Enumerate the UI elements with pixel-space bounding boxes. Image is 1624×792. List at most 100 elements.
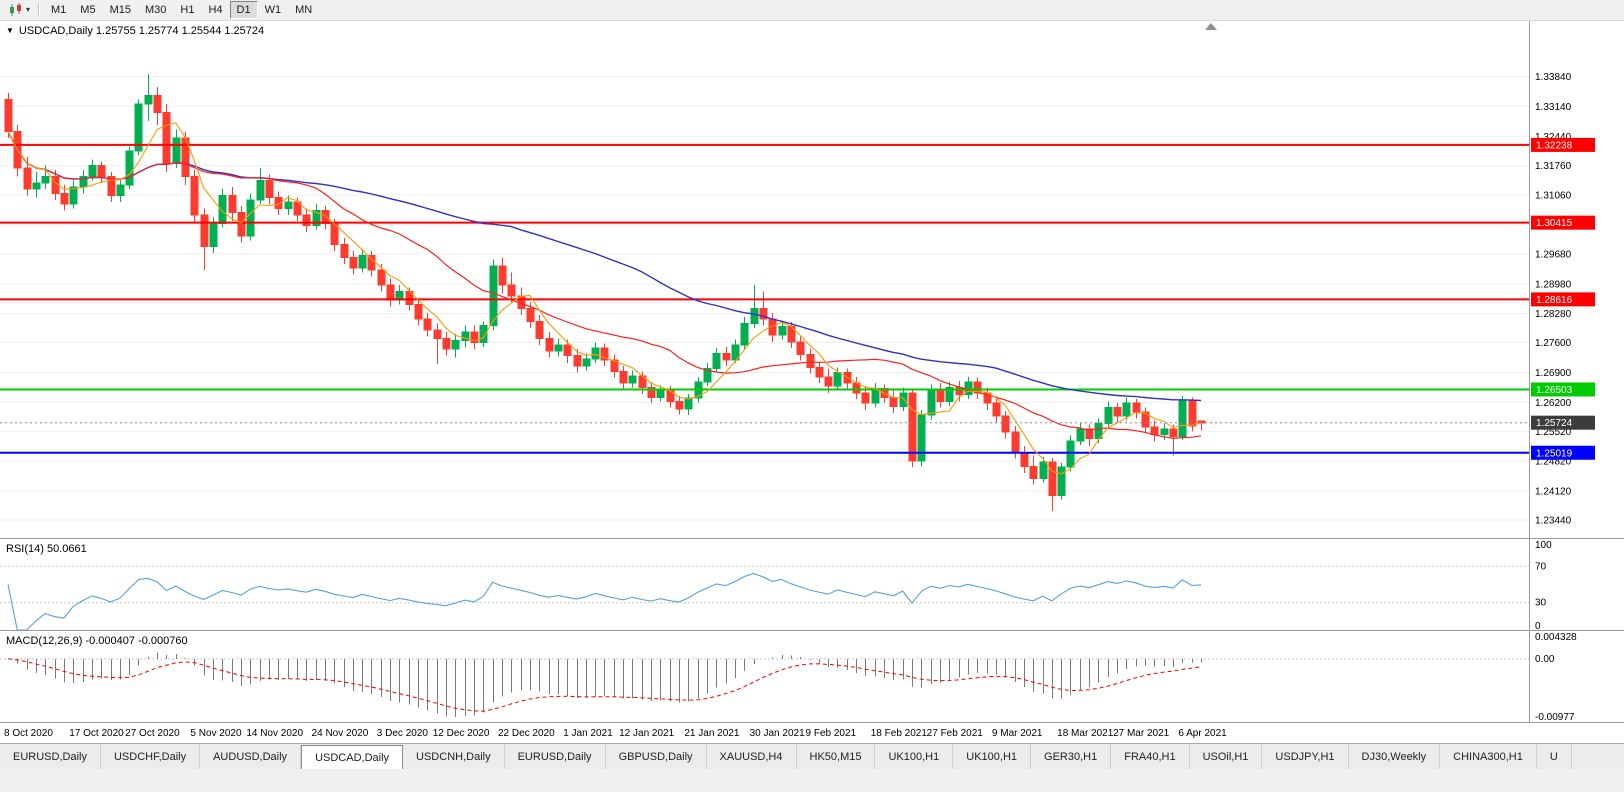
price-tag-label: 1.25724	[1536, 418, 1573, 429]
chart-tab-usdcad-daily[interactable]: USDCAD,Daily	[301, 745, 404, 769]
candle-body	[60, 192, 69, 205]
timeframe-button-h1[interactable]: H1	[180, 4, 195, 16]
candle-body	[200, 214, 209, 248]
chart-ohlc-info: ▼ USDCAD,Daily 1.25755 1.25774 1.25544 1…	[6, 25, 264, 37]
level-price-tag: 1.32238	[1531, 137, 1595, 152]
candle-body	[442, 337, 451, 350]
candle-body	[284, 201, 293, 209]
candle-body	[451, 340, 460, 350]
current-price-tag: 1.25724	[1531, 415, 1595, 430]
candle-body	[871, 388, 880, 404]
candle-body	[815, 366, 824, 378]
candle-body	[833, 372, 842, 387]
candle-body	[125, 150, 134, 186]
date-axis-label: 18 Mar 2021	[1057, 728, 1114, 739]
candle-body	[656, 389, 665, 398]
price-axis-label: 1.26200	[1535, 398, 1572, 409]
macd-axis-label: -0.00977	[1535, 712, 1575, 723]
timeframe-button-m5[interactable]: M5	[80, 4, 96, 16]
candle-body	[750, 308, 759, 325]
price-tag-box	[1531, 415, 1595, 430]
candle-body	[1188, 399, 1197, 427]
candle-body	[619, 371, 628, 384]
level-price-tag: 1.26503	[1531, 382, 1595, 397]
chart-tab-uk100-h1[interactable]: UK100,H1	[953, 744, 1032, 769]
timeframe-button-w1[interactable]: W1	[264, 4, 282, 16]
price-axis-label: 1.33140	[1535, 102, 1572, 113]
candle-body	[461, 331, 470, 342]
price-axis-label: 1.27600	[1535, 338, 1572, 349]
chart-tab-fra40-h1[interactable]: FRA40,H1	[1111, 744, 1190, 769]
chart-symbol-dropdown[interactable]: ▾	[5, 2, 33, 18]
timeframe-button-h4[interactable]: H4	[208, 4, 223, 16]
chart-tab-eurusd-daily[interactable]: EURUSD,Daily	[0, 744, 101, 769]
chart-tab-usdcnh-daily[interactable]: USDCNH,Daily	[403, 744, 505, 769]
candle-body	[479, 325, 488, 344]
candle-body	[367, 254, 376, 271]
chart-tab-uk100-h1[interactable]: UK100,H1	[875, 744, 954, 769]
ma-medium-line	[7, 131, 1202, 440]
timeframe-button-m15[interactable]: M15	[109, 4, 131, 16]
candle-body	[302, 214, 311, 226]
candle-body	[116, 184, 125, 197]
price-axis[interactable]: 1.338401.331401.324401.317601.310601.303…	[1535, 72, 1572, 526]
timeframe-button-d1[interactable]: D1	[229, 1, 258, 19]
date-axis-label: 9 Mar 2021	[992, 728, 1043, 739]
candle-body	[265, 180, 274, 199]
price-tag-box	[1531, 137, 1595, 152]
candle-body	[796, 341, 805, 356]
chart-tab-usdjpy-h1[interactable]: USDJPY,H1	[1262, 744, 1349, 769]
candle-body	[358, 254, 367, 269]
chart-tab-u[interactable]: U	[1536, 744, 1572, 769]
chart-tab-hk50-m15[interactable]: HK50,M15	[796, 744, 876, 769]
candle-body	[600, 347, 609, 361]
candle-body	[1169, 428, 1178, 438]
date-axis[interactable]: 8 Oct 2020 17 Oct 2020 27 Oct 2020 5 Nov 20…	[4, 728, 1227, 739]
candle-body	[377, 269, 386, 286]
chart-canvas[interactable]: 1.338401.331401.324401.317601.310601.303…	[0, 21, 1624, 743]
price-tag-label: 1.26503	[1536, 385, 1573, 396]
candle-body	[526, 308, 535, 322]
chart-tab-gbpusd-daily[interactable]: GBPUSD,Daily	[605, 744, 707, 769]
candle-body	[386, 284, 395, 301]
candle-body	[4, 99, 13, 133]
chart-tab-china300-h1[interactable]: CHINA300,H1	[1440, 744, 1537, 769]
timeframe-button-mn[interactable]: MN	[295, 4, 313, 16]
candle-body	[535, 320, 544, 339]
candle-body	[97, 165, 106, 177]
chart-tab-dj30-weekly[interactable]: DJ30,Weekly	[1348, 744, 1441, 769]
timeframe-button-m1[interactable]: M1	[51, 4, 67, 16]
candle-body	[582, 358, 591, 367]
macd-axis-label: 0.004328	[1535, 632, 1577, 643]
chart-tab-usdchf-daily[interactable]: USDCHF,Daily	[100, 744, 201, 769]
chart-info-text: USDCAD,Daily 1.25755 1.25774 1.25544 1.2…	[18, 25, 265, 37]
candle-body	[433, 329, 442, 339]
candle-body	[899, 392, 908, 408]
candle-body	[1150, 426, 1159, 435]
date-axis-label: 27 Oct 2020	[125, 728, 180, 739]
timeframe-button-m30[interactable]: M30	[144, 4, 167, 16]
date-axis-label: 24 Nov 2020	[312, 728, 369, 739]
level-price-tag: 1.25019	[1531, 445, 1595, 460]
chart-tab-eurusd-daily[interactable]: EURUSD,Daily	[504, 744, 606, 769]
rsi-axis-label: 100	[1535, 540, 1552, 551]
collapse-triangle-icon[interactable]: ▼	[6, 26, 14, 35]
candle-body	[32, 182, 41, 190]
chart-tab-ger30-h1[interactable]: GER30,H1	[1031, 744, 1112, 769]
price-axis-label: 1.33840	[1535, 72, 1572, 83]
candle-body	[628, 375, 637, 384]
candle-body	[1085, 428, 1094, 440]
candle-body	[684, 397, 693, 410]
level-price-tag: 1.28616	[1531, 292, 1595, 307]
candle-body	[507, 284, 516, 297]
chart-tab-xauusd-h4[interactable]: XAUUSD,H4	[706, 744, 797, 769]
price-tag-box	[1531, 215, 1595, 230]
chart-tab-usoil-h1[interactable]: USOil,H1	[1189, 744, 1263, 769]
candle-body	[162, 111, 171, 165]
candle-body	[889, 396, 898, 408]
chart-tab-audusd-daily[interactable]: AUDUSD,Daily	[200, 744, 302, 769]
candle-body	[1001, 415, 1010, 433]
price-axis-label: 1.26900	[1535, 368, 1572, 379]
macd-histogram	[17, 652, 1202, 718]
